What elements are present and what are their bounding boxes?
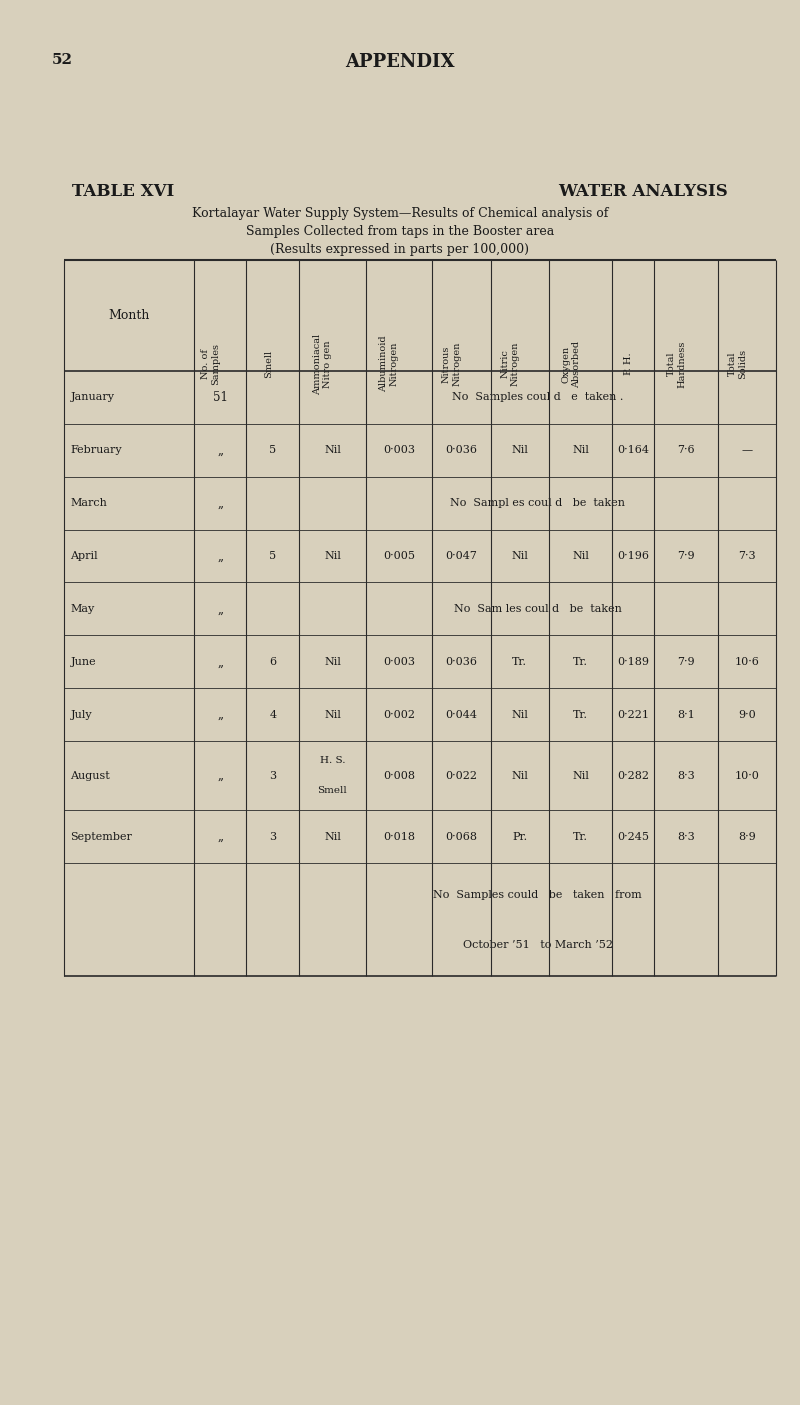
- Text: Nil: Nil: [324, 551, 341, 561]
- Text: „: „: [217, 655, 223, 669]
- Text: 0·003: 0·003: [383, 656, 415, 667]
- Text: „: „: [217, 444, 223, 457]
- Text: March: March: [70, 499, 107, 509]
- Text: Nil: Nil: [324, 445, 341, 455]
- Text: 5: 5: [270, 445, 276, 455]
- Text: 0·164: 0·164: [618, 445, 650, 455]
- Text: 0·036: 0·036: [446, 445, 478, 455]
- Text: Total
Solids: Total Solids: [727, 348, 747, 379]
- Text: 0·008: 0·008: [383, 771, 415, 781]
- Text: Nil: Nil: [324, 832, 341, 842]
- Text: 7·6: 7·6: [677, 445, 694, 455]
- Text: Nil: Nil: [511, 551, 528, 561]
- Text: 8·9: 8·9: [738, 832, 756, 842]
- Text: Month: Month: [108, 309, 150, 322]
- Text: APPENDIX: APPENDIX: [345, 53, 455, 72]
- Text: „: „: [217, 769, 223, 783]
- Text: Nitric
Nitrogen: Nitric Nitrogen: [500, 341, 520, 386]
- Text: October ’51   to March ’52: October ’51 to March ’52: [462, 940, 613, 950]
- Text: No  Samples coul d   e  taken .: No Samples coul d e taken .: [452, 392, 623, 402]
- Text: 0·005: 0·005: [383, 551, 415, 561]
- Text: 5: 5: [270, 551, 276, 561]
- Text: Nil: Nil: [511, 710, 528, 719]
- Text: August: August: [70, 771, 110, 781]
- Text: 0·002: 0·002: [383, 710, 415, 719]
- Text: —: —: [742, 445, 752, 455]
- Text: 51: 51: [213, 391, 227, 403]
- Text: WATER ANALYSIS: WATER ANALYSIS: [558, 183, 728, 200]
- Text: (Results expressed in parts per 100,000): (Results expressed in parts per 100,000): [270, 243, 530, 256]
- Text: No  Sampl es coul d   be  taken: No Sampl es coul d be taken: [450, 499, 625, 509]
- Text: January: January: [70, 392, 114, 402]
- Text: No  Sam les coul d   be  taken: No Sam les coul d be taken: [454, 604, 622, 614]
- Text: Nil: Nil: [324, 710, 341, 719]
- Text: Nil: Nil: [572, 551, 589, 561]
- Text: July: July: [70, 710, 92, 719]
- Text: Ammoniacal
Nitro gen: Ammoniacal Nitro gen: [313, 333, 333, 395]
- Text: 3: 3: [270, 771, 276, 781]
- Text: P. H.: P. H.: [624, 353, 634, 375]
- Text: Tr.: Tr.: [573, 656, 588, 667]
- Text: Nil: Nil: [511, 445, 528, 455]
- Text: Oxygen
Absorbed: Oxygen Absorbed: [561, 340, 581, 388]
- Text: 0·221: 0·221: [618, 710, 650, 719]
- Text: 8·3: 8·3: [677, 832, 695, 842]
- Text: 0·196: 0·196: [618, 551, 650, 561]
- Text: Kortalayar Water Supply System—Results of Chemical analysis of: Kortalayar Water Supply System—Results o…: [192, 207, 608, 219]
- Text: Tr.: Tr.: [512, 656, 527, 667]
- Text: 0·018: 0·018: [383, 832, 415, 842]
- Text: Nil: Nil: [572, 445, 589, 455]
- Text: 3: 3: [270, 832, 276, 842]
- Text: „: „: [217, 603, 223, 615]
- Text: 0·047: 0·047: [446, 551, 478, 561]
- Text: Tr.: Tr.: [573, 710, 588, 719]
- Text: 52: 52: [52, 53, 73, 67]
- Text: 7·9: 7·9: [677, 656, 694, 667]
- Text: 0·189: 0·189: [618, 656, 650, 667]
- Text: Nil: Nil: [511, 771, 528, 781]
- Text: 0·245: 0·245: [618, 832, 650, 842]
- Text: Smell: Smell: [318, 787, 347, 795]
- Text: 0·003: 0·003: [383, 445, 415, 455]
- Text: Tr.: Tr.: [573, 832, 588, 842]
- Text: „: „: [217, 496, 223, 510]
- Text: Albuminoid
Nitrogen: Albuminoid Nitrogen: [379, 336, 399, 392]
- Text: TABLE XVI: TABLE XVI: [72, 183, 174, 200]
- Text: 0·036: 0·036: [446, 656, 478, 667]
- Text: 9·0: 9·0: [738, 710, 756, 719]
- Text: May: May: [70, 604, 94, 614]
- Text: 7·9: 7·9: [677, 551, 694, 561]
- Text: 8·3: 8·3: [677, 771, 695, 781]
- Text: 8·1: 8·1: [677, 710, 695, 719]
- Text: „: „: [217, 708, 223, 721]
- Text: Pr.: Pr.: [512, 832, 527, 842]
- Text: 10·6: 10·6: [734, 656, 759, 667]
- Text: „: „: [217, 549, 223, 562]
- Text: Smell: Smell: [264, 350, 273, 378]
- Text: September: September: [70, 832, 132, 842]
- Text: February: February: [70, 445, 122, 455]
- Text: April: April: [70, 551, 98, 561]
- Text: 6: 6: [270, 656, 276, 667]
- Text: 4: 4: [270, 710, 276, 719]
- Text: No. of
Samples: No. of Samples: [201, 343, 220, 385]
- Text: Nil: Nil: [324, 656, 341, 667]
- Text: 0·068: 0·068: [446, 832, 478, 842]
- Text: 0·022: 0·022: [446, 771, 478, 781]
- Text: 0·282: 0·282: [618, 771, 650, 781]
- Text: Nil: Nil: [572, 771, 589, 781]
- Text: H. S.: H. S.: [320, 756, 345, 764]
- Text: Total
Hardness: Total Hardness: [666, 340, 686, 388]
- Text: 7·3: 7·3: [738, 551, 756, 561]
- Text: Nitrous
Nitrogen: Nitrous Nitrogen: [442, 341, 462, 386]
- Text: 10·0: 10·0: [734, 771, 759, 781]
- Text: Samples Collected from taps in the Booster area: Samples Collected from taps in the Boost…: [246, 225, 554, 237]
- Text: June: June: [70, 656, 96, 667]
- Text: „: „: [217, 830, 223, 843]
- Text: 0·044: 0·044: [446, 710, 478, 719]
- Text: No  Samples could   be   taken   from: No Samples could be taken from: [434, 889, 642, 901]
